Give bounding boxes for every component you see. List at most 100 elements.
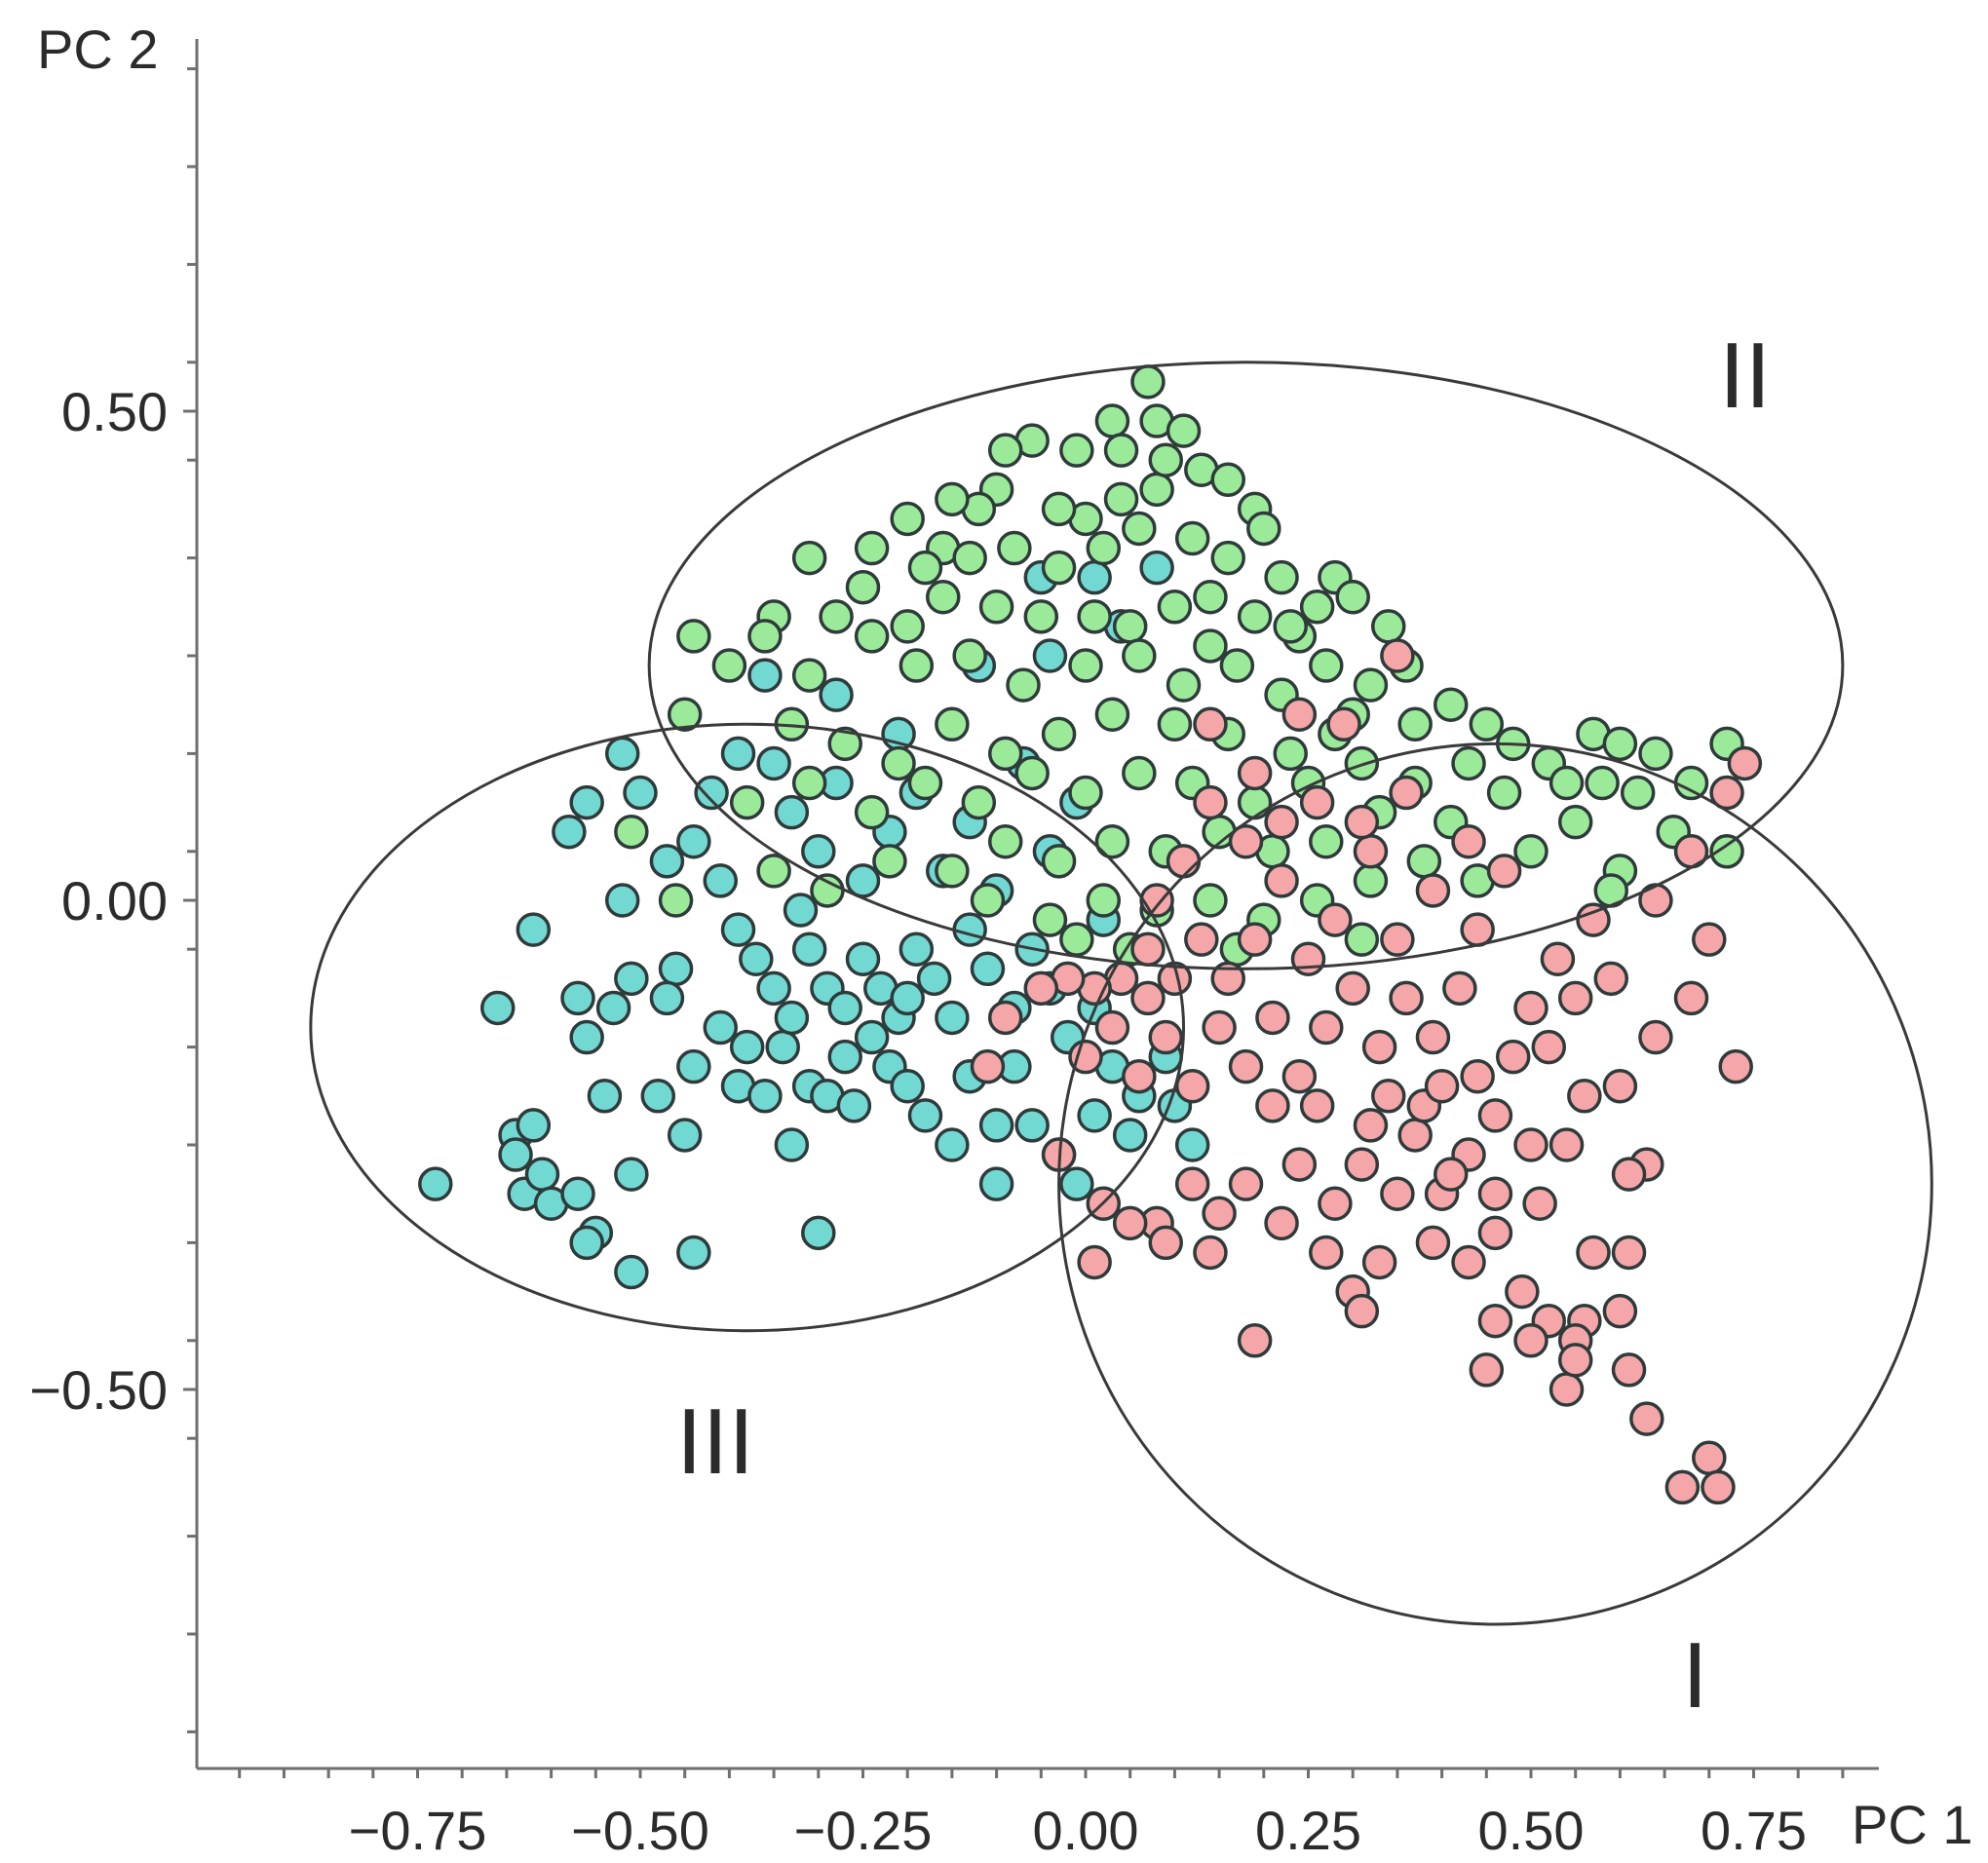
point-group-III [774,1127,810,1162]
point-group-II [1014,755,1050,791]
point-group-II [1193,628,1228,664]
point-group-I [1380,638,1415,673]
point-group-I [1576,902,1611,937]
point-group-II [1059,922,1094,957]
point-group-II [1309,648,1344,683]
point-group-II [978,589,1014,625]
point-group-III [720,736,756,772]
point-group-I [1361,1029,1397,1065]
point-group-I [1077,1244,1112,1280]
point-group-III [703,1009,739,1046]
point-group-III [676,1048,711,1084]
point-group-II [1246,511,1281,547]
point-group-II [1193,580,1228,615]
point-group-I [1068,1039,1103,1075]
point-group-II [1112,609,1148,644]
point-group-III [729,1029,765,1065]
point-group-III [604,736,640,772]
point-group-II [614,814,649,850]
point-group-III [774,1000,810,1036]
point-group-II [1103,481,1139,517]
point-group-I [1576,1235,1611,1271]
point-group-II [1309,824,1344,859]
point-group-III [1059,1166,1094,1201]
point-group-I [1309,1235,1344,1271]
point-group-I [1593,961,1629,997]
point-group-I [1326,706,1361,742]
point-group-III [801,1215,836,1251]
point-group-II [854,794,890,830]
point-group-II [1041,716,1077,752]
point-group-III [498,1137,533,1172]
point-group-I [1237,922,1273,957]
point-group-I [1318,902,1353,937]
point-group-II [1032,902,1068,937]
point-group-III [783,893,819,928]
x-tick-label: 0.75 [1701,1800,1807,1861]
point-group-III [569,784,604,820]
point-group-I [1344,804,1380,840]
point-group-I [1184,922,1219,957]
point-group-III [1112,1118,1148,1153]
point-group-III [890,1069,925,1104]
point-group-III [854,1019,890,1055]
y-tick-labels: 0.50 0.00 −0.50 [29,381,168,1421]
point-group-I [1237,755,1273,791]
point-group-III [587,1079,623,1114]
point-group-II [1433,687,1469,722]
point-group-III [1139,550,1174,586]
point-group-I [1299,784,1335,820]
point-group-I [1442,970,1477,1007]
point-group-I [1477,1215,1513,1251]
point-group-I [1727,745,1763,781]
x-minor-ticks [238,1768,1845,1778]
point-group-III [640,1079,676,1114]
point-group-II [810,873,845,908]
point-group-III [747,658,783,693]
point-group-I [1664,1469,1701,1505]
point-group-II [1059,433,1094,468]
point-group-II [1023,599,1059,634]
point-group-I [1264,804,1299,840]
point-group-I [1477,1098,1513,1133]
point-group-I [1193,706,1228,742]
point-group-III [569,1225,604,1261]
point-group-II [1122,511,1157,547]
point-group-II [961,784,997,820]
point-group-I [1389,980,1424,1016]
point-group-III [560,1176,595,1211]
point-group-II [1166,413,1202,448]
point-group-II [997,530,1032,566]
point-group-II [1068,775,1103,811]
point-group-II [1237,784,1273,820]
point-group-III [614,961,649,997]
point-group-III [836,1088,872,1123]
point-group-II [881,745,916,781]
point-group-I [1148,1225,1184,1261]
x-tick-label: −0.25 [794,1800,933,1861]
y-minor-ticks [183,67,197,1733]
point-group-I [1202,1196,1237,1232]
point-group-III [480,990,516,1026]
point-group-II [667,697,703,732]
point-group-II [935,854,970,889]
point-group-II [1130,364,1166,399]
point-group-II [1157,589,1193,625]
point-group-III [827,1039,862,1075]
point-group-I [1611,1352,1647,1388]
point-group-II [1344,922,1380,957]
point-group-I [1495,1039,1531,1075]
point-group-I [1548,1372,1585,1407]
point-group-I [1228,824,1264,859]
point-group-II [1585,765,1620,801]
point-group-I [1353,834,1389,869]
point-group-I [1139,883,1174,918]
point-group-I [1335,970,1370,1007]
point-group-I [1548,1127,1585,1162]
axes: −0.75 −0.50 −0.25 0.00 0.25 0.50 0.75 0.50 0.00… [29,19,1972,1861]
point-group-II [1273,609,1308,644]
point-group-II [1148,442,1184,477]
point-group-III [756,745,791,781]
point-group-I [1023,970,1059,1007]
point-group-I [1361,1244,1397,1280]
